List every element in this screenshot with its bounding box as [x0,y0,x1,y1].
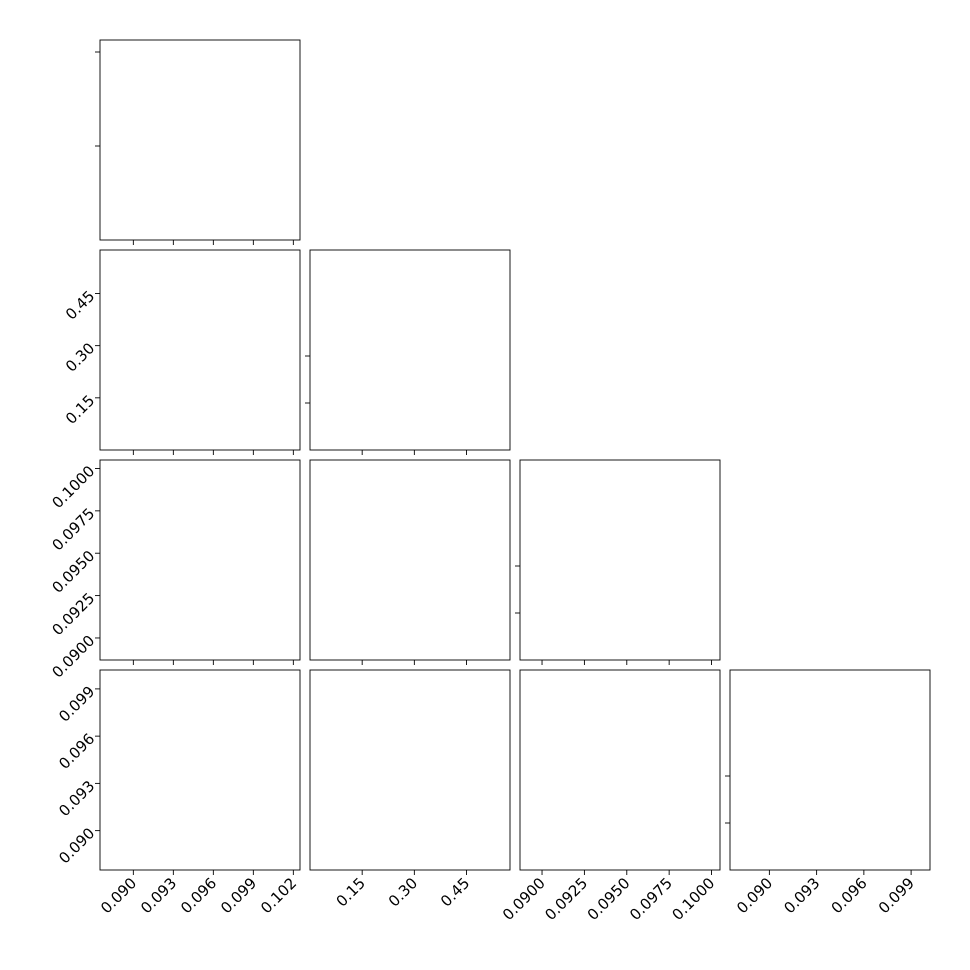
scatter-point [93,679,95,681]
y-tick-label: 0.1000 [49,462,99,512]
scatter-point [95,658,97,660]
y-tick-label: 0.45 [62,287,98,323]
y-tick-label: 0.0925 [49,589,99,639]
scatter-point [13,353,15,355]
scatter-point [51,658,53,660]
scatter-point [86,418,88,420]
scatter-point [76,670,78,672]
panel-r0-c0 [95,39,301,245]
scatter-point [106,661,108,663]
scatter-point [98,650,100,652]
scatter-point [81,428,83,430]
scatter-point [48,432,50,434]
scatter-point [76,681,78,683]
panel-frame [309,249,511,451]
scatter-point [96,325,98,327]
scatter-point [104,662,106,664]
panel-frame [99,459,301,661]
scatter-point [301,492,303,494]
scatter-point [47,674,49,676]
scatter-point [78,677,80,679]
scatter-point [93,652,95,654]
scatter-point [107,660,109,662]
scatter-point [109,666,111,668]
scatter-point [304,425,306,427]
scatter-point [93,343,95,345]
scatter-point [72,392,74,394]
panel-r2-c1 [309,459,511,665]
y-tick-label: 0.30 [62,339,98,375]
panel-r1-c0: 0.15 0.30 0.45 [13,249,307,455]
scatter-point [89,388,91,390]
scatter-point [93,671,95,673]
panel-frame [99,39,301,241]
scatter-point [78,386,80,388]
scatter-point [96,409,98,411]
scatter-point [94,625,96,627]
scatter-point [73,395,75,397]
scatter-point [95,685,97,687]
scatter-point [97,434,99,436]
scatter-point [330,451,332,453]
scatter-point [88,429,90,431]
y-tick-label: 0.15 [62,391,98,427]
scatter-point [87,631,89,633]
scatter-point [97,429,99,431]
scatter-point [88,654,90,656]
panel-r1-c1 [305,249,511,455]
scatter-point [88,337,90,339]
scatter-point [97,618,99,620]
scatter-point [90,366,92,368]
scatter-point [97,401,99,403]
panel-frame [99,249,301,451]
scatter-point [94,380,96,382]
scatter-point [96,427,98,429]
scatter-point [305,409,307,411]
scatter-point [94,409,96,411]
y-tick-label: 0.0900 [49,632,99,682]
y-tick-label: 0.0975 [49,504,99,554]
scatter-point [75,678,77,680]
scatter-point [96,411,98,413]
scatter-point [36,693,38,695]
scatter-point [82,675,84,677]
scatter-point [94,373,96,375]
y-tick-label: 0.0950 [49,547,99,597]
scatter-point [68,397,70,399]
scatter-point [52,372,54,374]
scatter-point [55,716,57,718]
scatter-point [97,436,99,438]
scatter-point [95,673,97,675]
scatter-point [50,691,52,693]
scatter-point [76,341,78,343]
